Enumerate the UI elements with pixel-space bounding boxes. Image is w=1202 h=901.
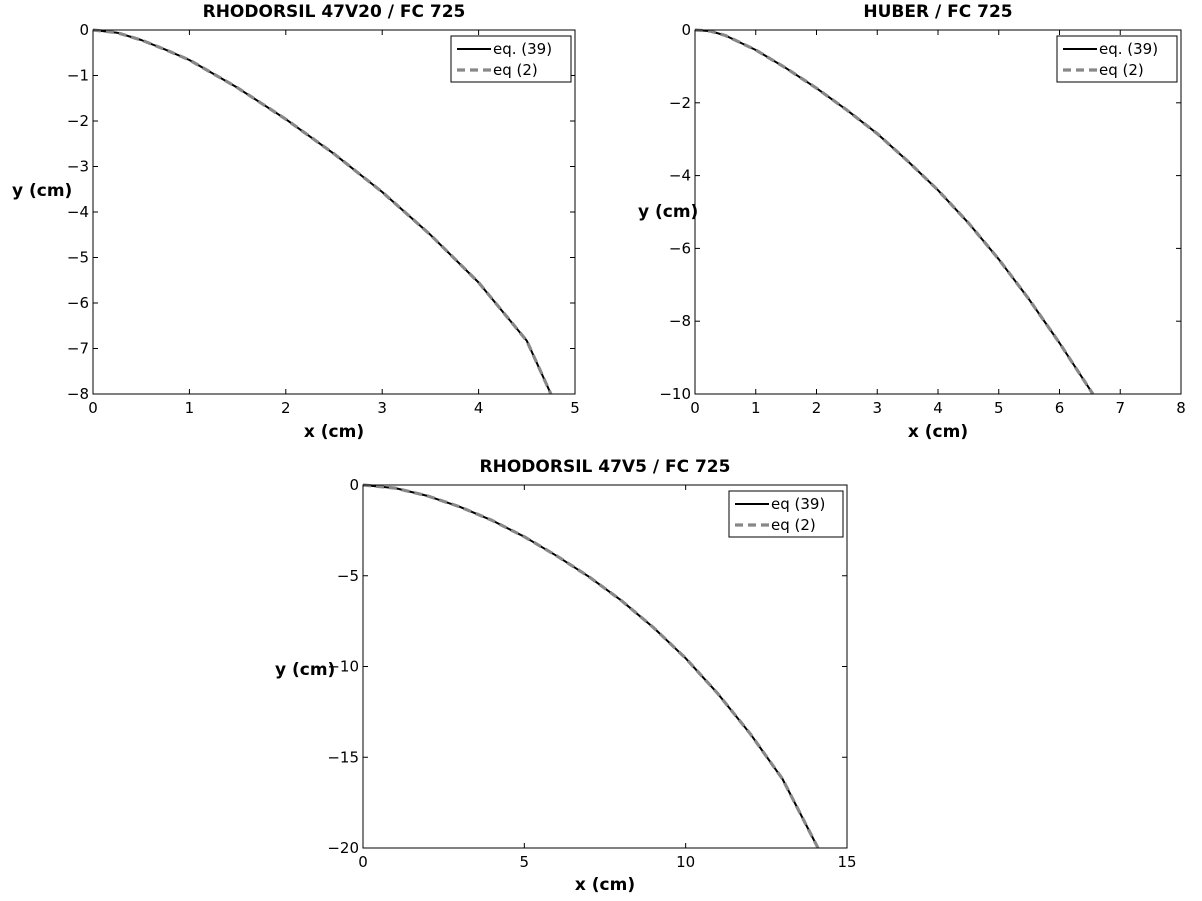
x-tick-label: 1: [185, 399, 195, 417]
legend-label: eq (39): [771, 495, 825, 513]
chart-title: RHODORSIL 47V20 / FC 725: [203, 2, 466, 22]
y-tick-label: −3: [67, 158, 89, 176]
chart-3: 0 5 10 15 0 −5 −10 −15 −20 RHODORSIL 47V5 / FC 72…: [275, 457, 857, 895]
x-tick-label: 1: [751, 399, 761, 417]
y-tick-label: −10: [327, 658, 359, 676]
x-axis-label: x (cm): [304, 422, 364, 442]
x-tick-label: 6: [1055, 399, 1065, 417]
x-tick-label: 4: [933, 399, 943, 417]
y-tick-label: 0: [349, 476, 359, 494]
x-tick-label: 8: [1176, 399, 1186, 417]
x-tick-label: 10: [676, 853, 695, 871]
legend-box: [450, 35, 572, 83]
x-tick-label: 5: [520, 853, 530, 871]
y-tick-label: −1: [67, 67, 89, 85]
x-tick-label: 15: [837, 853, 856, 871]
y-tick-label: −6: [67, 294, 89, 312]
y-axis-label: y (cm): [12, 181, 72, 201]
y-tick-label: −4: [67, 203, 89, 221]
y-axis-label: y (cm): [275, 660, 335, 680]
x-tick-label: 5: [994, 399, 1004, 417]
legend-box: [728, 490, 844, 538]
legend: eq. (39) eq (2): [450, 35, 572, 83]
series-line-eq-2: [694, 28, 1095, 395]
y-tick-label: −8: [669, 312, 691, 330]
x-tick-label: 7: [1115, 399, 1125, 417]
chart-title: RHODORSIL 47V5 / FC 725: [480, 457, 731, 477]
legend: eq (39) eq (2): [728, 490, 844, 538]
x-axis-label: x (cm): [575, 875, 635, 895]
legend-label: eq (2): [1099, 61, 1144, 79]
y-axis-label: y (cm): [638, 202, 698, 222]
legend-label: eq (2): [771, 516, 816, 534]
y-tick-label: −20: [327, 839, 359, 857]
series-line-eq-39: [694, 29, 1094, 395]
y-tick-label: −6: [669, 239, 691, 257]
x-tick-label: 5: [570, 399, 580, 417]
chart-title: HUBER / FC 725: [863, 2, 1012, 22]
y-tick-label: −10: [659, 385, 691, 403]
y-tick-label: −15: [327, 748, 359, 766]
legend-label: eq. (39): [493, 40, 552, 58]
legend: eq. (39) eq (2): [1056, 35, 1178, 83]
series-line-eq-2: [362, 483, 820, 849]
y-tick-label: −2: [669, 94, 691, 112]
axes-frame: [92, 29, 576, 395]
axes-frame: [694, 29, 1182, 395]
legend-box: [1056, 35, 1178, 83]
x-axis-label: x (cm): [908, 422, 968, 442]
x-tick-label: 0: [690, 399, 700, 417]
x-tick-label: 0: [358, 853, 368, 871]
y-tick-label: 0: [681, 21, 691, 39]
x-tick-label: 2: [812, 399, 822, 417]
x-tick-label: 4: [474, 399, 484, 417]
y-tick-label: −5: [337, 567, 359, 585]
series-line-eq-39: [362, 484, 819, 849]
y-tick-label: −8: [67, 385, 89, 403]
x-tick-label: 2: [281, 399, 291, 417]
axes-frame: [362, 484, 848, 849]
y-tick-label: −2: [67, 112, 89, 130]
x-tick-label: 3: [872, 399, 882, 417]
y-tick-label: 0: [79, 21, 89, 39]
y-tick-label: −5: [67, 249, 89, 267]
chart-1: 0 1 2 3 4 5 0 −1 −2 −3 −4 −5 −6 −7 −8 RHODORSIL 47V20 /…: [12, 2, 580, 442]
x-tick-label: 0: [88, 399, 98, 417]
legend-label: eq. (39): [1099, 40, 1158, 58]
legend-label: eq (2): [493, 61, 538, 79]
y-tick-label: −4: [669, 167, 691, 185]
series-line-eq-39: [92, 29, 552, 395]
y-tick-label: −7: [67, 340, 89, 358]
series-line-eq-2: [92, 28, 553, 395]
x-tick-label: 3: [377, 399, 387, 417]
chart-2: 0 1 2 3 4 5 6 7 8 0 −2 −4 −6 −8 −10 HUBER / FC 725 x (cm…: [638, 2, 1186, 442]
